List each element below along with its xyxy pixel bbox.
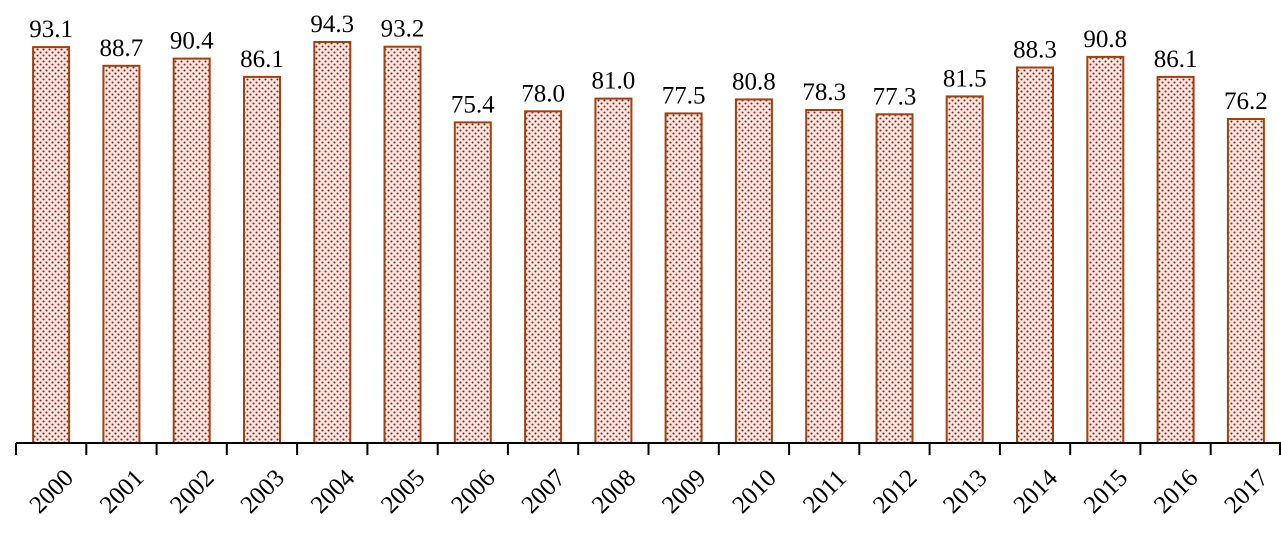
data-label-2005: 93.2 (381, 16, 425, 43)
data-label-2006: 75.4 (451, 91, 495, 118)
data-label-2012: 77.3 (873, 83, 917, 110)
tick-label-2001: 2001 (95, 464, 149, 518)
data-label-2013: 81.5 (943, 65, 987, 92)
bar-2015 (1086, 55, 1125, 445)
bar-2014 (1016, 66, 1054, 444)
x-axis-ticks (15, 443, 1281, 455)
data-label-2011: 78.3 (802, 79, 846, 106)
data-label-2008: 81.0 (592, 68, 636, 95)
tick-label-2006: 2006 (446, 464, 500, 518)
bar-2003 (243, 75, 281, 445)
tick-label-2004: 2004 (306, 464, 361, 519)
tick-label-2010: 2010 (727, 464, 781, 518)
tick-label-2009: 2009 (657, 464, 711, 518)
bar-2009 (664, 112, 703, 445)
bar-2001 (102, 64, 141, 445)
data-label-2001: 88.7 (100, 35, 144, 62)
data-label-2003: 86.1 (240, 46, 284, 73)
data-label-2004: 94.3 (310, 11, 354, 38)
bar-2008 (594, 97, 633, 444)
bar-2004 (313, 41, 352, 444)
tick-label-2012: 2012 (868, 464, 922, 518)
bar-2000 (32, 46, 71, 444)
tick-label-2011: 2011 (798, 465, 852, 519)
tick-label-2002: 2002 (165, 464, 219, 518)
tick-label-2000: 2000 (25, 464, 79, 518)
data-label-2009: 77.5 (662, 82, 706, 109)
tick-label-2007: 2007 (517, 464, 571, 518)
data-label-2015: 90.8 (1083, 26, 1127, 53)
bar-2017 (1226, 118, 1265, 444)
tick-label-2008: 2008 (587, 464, 641, 518)
data-label-2000: 93.1 (29, 16, 73, 43)
bar-2010 (734, 98, 773, 445)
data-label-2014: 88.3 (1013, 37, 1057, 64)
bars-group (32, 41, 1265, 445)
bar-2005 (383, 45, 422, 444)
bar-2012 (875, 113, 914, 445)
bar-2011 (805, 109, 844, 444)
tick-label-2013: 2013 (938, 464, 992, 518)
bar-2006 (453, 121, 492, 445)
bar-2013 (945, 95, 984, 445)
tick-label-2005: 2005 (376, 464, 430, 518)
data-labels-group: 93.1 88.7 90.4 86.1 94.3 93.2 75.4 78.0 81.0 77.5… (29, 11, 1268, 118)
data-label-2017: 76.2 (1224, 88, 1268, 115)
tick-label-2014: 2014 (1008, 464, 1063, 519)
bar-2016 (1156, 75, 1195, 445)
tick-label-2017: 2017 (1219, 464, 1273, 518)
tick-label-2015: 2015 (1079, 464, 1133, 518)
tick-label-2016: 2016 (1149, 464, 1203, 518)
data-label-2007: 78.0 (521, 80, 565, 107)
bar-2007 (524, 110, 563, 445)
x-axis-tick-labels: 2000 2001 2002 2003 2004 2005 2006 2007 2008 2009… (25, 464, 1274, 519)
data-label-2002: 90.4 (170, 28, 214, 55)
bar-2002 (172, 57, 211, 444)
data-label-2010: 80.8 (732, 68, 776, 95)
data-label-2016: 86.1 (1154, 46, 1198, 73)
tick-label-2003: 2003 (235, 464, 289, 518)
